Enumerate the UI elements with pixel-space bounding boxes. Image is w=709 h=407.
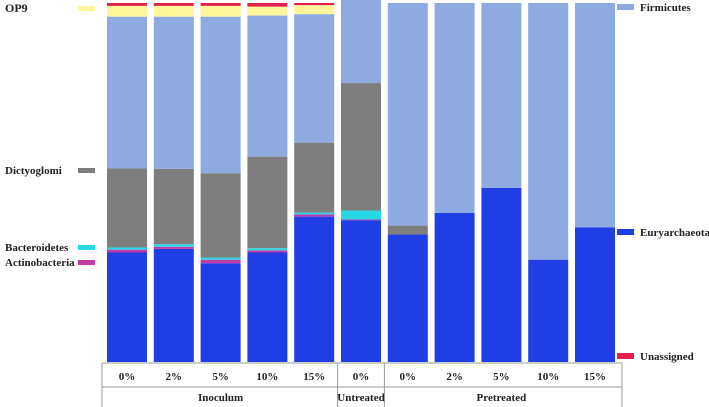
bar-segment-euryarchaeota-3 — [247, 252, 288, 362]
bar-segment-dictyoglomi-0 — [107, 168, 147, 248]
legend-label-dictyoglomi: Dictyoglomi — [5, 165, 62, 177]
bar-segment-firmicutes-3 — [247, 15, 288, 157]
tick-label-9: 10% — [537, 371, 559, 383]
bar-segment-euryarchaeota-2 — [200, 263, 241, 362]
tick-label-8: 5% — [493, 371, 510, 383]
x-axis: Inoculum Untreated Pretreated 0% 2% 5% 10% 15% 0… — [101, 362, 623, 407]
legend-swatch-op9 — [78, 6, 95, 11]
bar-segment-euryarchaeota-8 — [481, 187, 522, 362]
bar-segment-actinobacteria-5 — [341, 219, 381, 221]
bar-segment-euryarchaeota-0 — [107, 252, 147, 362]
bar-segment-bacteroidetes-4 — [294, 212, 335, 215]
bar-segment-dictyoglomi-5 — [341, 83, 381, 211]
bar-segment-unassigned-1 — [153, 3, 194, 6]
group-label-pretreated: Pretreated — [477, 392, 527, 404]
bar-segment-dictyoglomi-1 — [153, 168, 194, 245]
bar-segment-unassigned-4 — [294, 3, 335, 6]
bar-segment-firmicutes-4 — [294, 14, 335, 143]
bars-layer — [107, 0, 615, 363]
group-label-untreated: Untreated — [337, 392, 384, 404]
legend-swatch-firmicutes — [617, 4, 634, 10]
bar-segment-op9-0 — [107, 5, 147, 17]
legend-label-euryarchaeota: Euryarchaeota — [640, 227, 709, 239]
legend-swatch-euryarchaeota — [617, 229, 634, 235]
tick-label-7: 2% — [446, 371, 463, 383]
legend: OP9 Dictyoglomi Bacteroidetes Actinobacteri… — [5, 1, 709, 363]
bar-segment-bacteroidetes-5 — [341, 210, 381, 220]
bar-segment-euryarchaeota-6 — [387, 234, 428, 362]
tick-label-5: 0% — [353, 371, 370, 383]
bar-segment-firmicutes-2 — [200, 16, 241, 174]
bar-segment-bacteroidetes-1 — [153, 244, 194, 247]
bar-segment-firmicutes-7 — [434, 3, 475, 214]
legend-swatch-actinobacteria — [78, 260, 95, 265]
bar-segment-euryarchaeota-9 — [528, 259, 569, 362]
bar-segment-dictyoglomi-6 — [387, 225, 428, 235]
bar-segment-unassigned-0 — [107, 3, 147, 6]
legend-swatch-unassigned — [617, 353, 634, 359]
bar-segment-dictyoglomi-3 — [247, 156, 288, 249]
group-label-inoculum: Inoculum — [198, 392, 243, 404]
bar-segment-dictyoglomi-2 — [200, 173, 241, 258]
bar-segment-unassigned-2 — [200, 3, 241, 6]
legend-label-unassigned: Unassigned — [640, 351, 694, 363]
bar-segment-firmicutes-6 — [387, 3, 428, 226]
bar-segment-actinobacteria-2 — [200, 259, 241, 264]
bar-segment-actinobacteria-3 — [247, 250, 288, 253]
tick-label-1: 2% — [166, 371, 183, 383]
bar-segment-actinobacteria-4 — [294, 214, 335, 217]
tick-label-2: 5% — [212, 371, 229, 383]
bar-segment-op9-3 — [247, 6, 288, 16]
bar-segment-firmicutes-0 — [107, 16, 147, 169]
bar-segment-firmicutes-8 — [481, 3, 522, 188]
bar-segment-bacteroidetes-0 — [107, 247, 147, 250]
tick-label-0: 0% — [119, 371, 136, 383]
bar-segment-dictyoglomi-4 — [294, 142, 335, 213]
bar-segment-euryarchaeota-5 — [341, 220, 381, 362]
bar-segment-op9-2 — [200, 5, 241, 17]
bar-segment-euryarchaeota-10 — [575, 227, 615, 363]
tick-label-4: 15% — [303, 371, 325, 383]
legend-label-actinobacteria: Actinobacteria — [5, 257, 75, 269]
legend-label-bacteroidetes: Bacteroidetes — [5, 242, 69, 254]
legend-label-op9: OP9 — [5, 1, 28, 15]
bar-segment-op9-4 — [294, 5, 335, 15]
tick-label-10: 15% — [584, 371, 606, 383]
bar-segment-bacteroidetes-2 — [200, 257, 241, 260]
bar-segment-firmicutes-10 — [575, 3, 615, 228]
bar-segment-actinobacteria-0 — [107, 249, 147, 253]
tick-label-6: 0% — [400, 371, 417, 383]
bar-segment-bacteroidetes-3 — [247, 248, 288, 251]
bar-segment-euryarchaeota-4 — [294, 216, 335, 362]
bar-segment-unassigned-3 — [247, 3, 288, 7]
bar-segment-firmicutes-1 — [153, 16, 194, 169]
bar-segment-firmicutes-5 — [341, 0, 381, 84]
bar-segment-firmicutes-9 — [528, 3, 569, 260]
legend-swatch-dictyoglomi — [78, 168, 95, 173]
bar-segment-op9-1 — [153, 5, 194, 17]
bar-segment-actinobacteria-1 — [153, 246, 194, 249]
legend-swatch-bacteroidetes — [78, 245, 95, 250]
legend-label-firmicutes: Firmicutes — [640, 2, 691, 14]
bar-segment-euryarchaeota-7 — [434, 213, 475, 362]
tick-label-3: 10% — [256, 371, 278, 383]
bar-segment-euryarchaeota-1 — [153, 248, 194, 362]
